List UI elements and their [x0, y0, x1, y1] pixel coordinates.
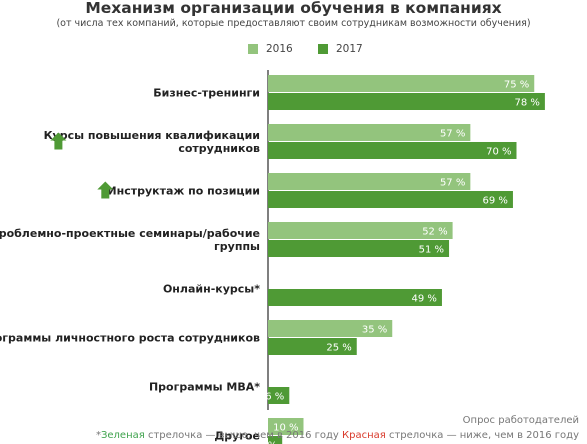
bar-2017-label: 49 % [412, 294, 437, 305]
bar-2016-label: 75 % [504, 80, 529, 91]
category-label: Программы MBA* [149, 381, 260, 394]
bar-2016 [268, 173, 471, 190]
category-label: Проблемно-проектные семинары/рабочие груп… [0, 227, 260, 253]
arrow-legend-green-word: Зеленая [100, 430, 145, 441]
category-label: Другое [214, 430, 260, 443]
legend-swatch-2017 [318, 44, 328, 54]
trend-up-arrow-icon [97, 181, 114, 199]
bar-2016 [268, 418, 304, 435]
bar-2017-label: 25 % [326, 343, 351, 354]
category-label: Бизнес-тренинги [153, 87, 260, 100]
category-label: Программы личностного роста сотрудников [0, 332, 260, 345]
bar-2016-label: 10 % [273, 423, 298, 434]
trend-up-arrow-icon [50, 132, 67, 150]
arrow-legend-red-word: Красная [342, 430, 386, 441]
bar-2017-label: 51 % [419, 245, 444, 256]
legend-label-2016: 2016 [266, 43, 293, 55]
bar-2017 [268, 191, 513, 208]
bar-2017-label: 4 % [258, 441, 277, 444]
chart-subtitle: (от числа тех компаний, которые предоста… [56, 18, 531, 29]
chart-title: Механизм организации обучения в компания… [85, 0, 502, 17]
bar-2017 [268, 338, 357, 355]
bar-2016 [268, 320, 393, 337]
category-label: Курсы повышения квалификации сотрудников [44, 129, 260, 155]
arrow-legend-text-2: стрелочка — ниже, чем в 2016 году [385, 430, 579, 441]
bar-2017 [268, 436, 283, 444]
bar-2016-label: 57 % [440, 178, 465, 189]
bar-2017-label: 69 % [483, 196, 508, 207]
bar-2017-label: 70 % [486, 147, 511, 158]
bar-2017-label: 78 % [514, 98, 539, 109]
bar-2017 [268, 387, 290, 404]
category-label: Инструктаж по позиции [107, 185, 260, 198]
arrow-legend-note: *Зеленая стрелочка — выше, чем в 2016 го… [96, 430, 579, 441]
arrow-legend-text-1: стрелочка — выше, чем в 2016 году [144, 430, 343, 441]
bar-2016-label: 35 % [362, 325, 387, 336]
bar-2017 [268, 289, 442, 306]
bar-2016 [268, 75, 535, 92]
category-label: Онлайн-курсы* [163, 283, 260, 296]
bar-2017 [268, 93, 545, 110]
source-note: Опрос работодателей [462, 415, 579, 426]
bar-2016-label: 57 % [440, 129, 465, 140]
bar-2017-label: 6 % [265, 392, 284, 403]
bar-2017 [268, 142, 517, 159]
bar-2017 [268, 240, 450, 257]
arrow-legend-star: * [95, 430, 101, 441]
legend-label-2017: 2017 [336, 43, 363, 55]
legend-swatch-2016 [248, 44, 258, 54]
bar-2016-label: 52 % [422, 227, 447, 238]
bar-2016 [268, 124, 471, 141]
bar-2016 [268, 222, 453, 239]
